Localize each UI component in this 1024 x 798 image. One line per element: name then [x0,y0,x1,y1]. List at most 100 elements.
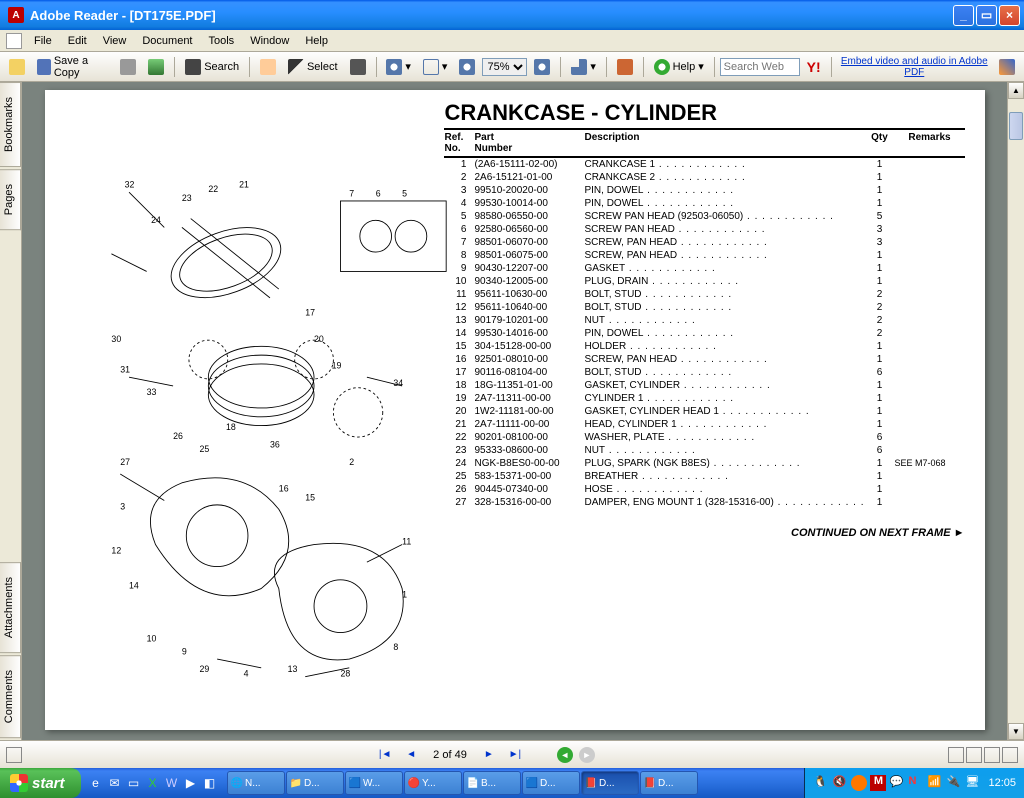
task-button[interactable]: 🌐N... [227,771,285,795]
menu-document[interactable]: Document [134,33,200,49]
rotate-button[interactable]: ▾ [566,56,601,78]
folder-icon [9,59,25,75]
ql-app-icon[interactable]: ◧ [201,772,219,794]
help-button[interactable]: Help▾ [649,56,709,78]
menu-view[interactable]: View [95,33,135,49]
back-button[interactable]: ◄ [557,747,573,763]
table-row: 2395333-08600-00NUT6 [444,444,964,457]
svg-text:4: 4 [243,669,248,679]
help-icon [654,59,670,75]
tab-bookmarks[interactable]: Bookmarks [0,82,21,167]
next-page-button[interactable]: ► [479,746,499,764]
svg-text:5: 5 [402,189,407,199]
prev-page-button[interactable]: ◄ [401,746,421,764]
promo-link[interactable]: Embed video and audio in Adobe PDF [837,56,993,78]
open-button[interactable] [4,56,30,78]
table-row: 22A6-15121-01-00CRANKCASE 21 [444,171,964,184]
task-button[interactable]: 🟦W... [345,771,403,795]
snapshot-button[interactable] [345,56,371,78]
taskbar-tasks: 🌐N...📁D...🟦W...🔴Y...📄B...🟦D...📕D...📕D... [225,771,805,795]
task-button[interactable]: 🟦D... [522,771,580,795]
tray-icon[interactable]: 🔌 [946,775,962,791]
yahoo-button[interactable]: Y! [802,56,826,78]
zoom-select[interactable]: 75% [482,58,527,76]
clock[interactable]: 12:05 [984,777,1016,789]
svg-text:22: 22 [208,184,218,194]
tray-icon[interactable]: 🔇 [832,775,848,791]
email-icon [148,59,164,75]
tray-icon[interactable]: 📶 [927,775,943,791]
ql-ie-icon[interactable]: e [87,772,105,794]
layout-2-icon[interactable] [966,747,982,763]
save-copy-button[interactable]: Save a Copy [32,56,113,78]
promo-icon-button[interactable] [994,56,1020,78]
layout-single-icon[interactable] [6,747,22,763]
vertical-scrollbar[interactable]: ▲ ▼ [1007,82,1024,740]
continued-label: CONTINUED ON NEXT FRAME ► [444,527,964,539]
select-button[interactable]: Select [283,56,343,78]
zoom-plus-button[interactable] [529,56,555,78]
layout-4-icon[interactable] [1002,747,1018,763]
tray-icon[interactable]: 💬 [889,775,905,791]
svg-text:15: 15 [305,492,315,502]
scroll-down-button[interactable]: ▼ [1008,723,1024,740]
tray-icon[interactable]: 🖥 [965,775,981,791]
pdf-page: 3224232221765303117203318193426252736231… [45,90,985,730]
svg-text:10: 10 [146,633,156,643]
tray-icon[interactable]: N [908,775,924,791]
zoom-in-button[interactable]: ▾ [381,56,416,78]
task-button[interactable]: 📁D... [286,771,344,795]
task-button[interactable]: 📕D... [581,771,639,795]
sign-icon [617,59,633,75]
hand-tool-button[interactable] [255,56,281,78]
last-page-button[interactable]: ►| [505,746,525,764]
ql-outlook-icon[interactable]: ✉ [106,772,124,794]
table-row: 598580-06550-00SCREW PAN HEAD (92503-060… [444,210,964,223]
minimize-button[interactable]: _ [953,5,974,26]
menu-edit[interactable]: Edit [60,33,95,49]
menu-help[interactable]: Help [297,33,336,49]
close-button[interactable]: × [999,5,1020,26]
exploded-diagram: 3224232221765303117203318193426252736231… [65,100,435,720]
zoom-out-button[interactable] [454,56,480,78]
svg-text:29: 29 [199,664,209,674]
tray-icon[interactable]: M [870,775,886,791]
menu-file[interactable]: File [26,33,60,49]
svg-text:6: 6 [375,189,380,199]
table-row: 1295611-10640-00BOLT, STUD2 [444,301,964,314]
task-button[interactable]: 📕D... [640,771,698,795]
search-button[interactable]: Search [180,56,244,78]
email-button[interactable] [143,56,169,78]
menu-tools[interactable]: Tools [201,33,243,49]
print-button[interactable] [115,56,141,78]
svg-text:25: 25 [199,444,209,454]
search-web-input[interactable] [720,58,800,76]
ql-word-icon[interactable]: W [163,772,181,794]
ql-excel-icon[interactable]: X [144,772,162,794]
table-row: 2290201-08100-00WASHER, PLATE6 [444,431,964,444]
tab-pages[interactable]: Pages [0,169,21,230]
ql-media-icon[interactable]: ▶ [182,772,200,794]
menu-window[interactable]: Window [242,33,297,49]
start-button[interactable]: start [0,768,81,798]
scroll-thumb[interactable] [1009,112,1023,140]
maximize-button[interactable]: ▭ [976,5,997,26]
layout-1-icon[interactable] [948,747,964,763]
actual-size-button[interactable]: ▾ [418,56,453,78]
task-button[interactable]: 📄B... [463,771,521,795]
sign-button[interactable] [612,56,638,78]
table-row: 1790116-08104-00BOLT, STUD6 [444,366,964,379]
tab-comments[interactable]: Comments [0,655,21,738]
first-page-button[interactable]: |◄ [375,746,395,764]
ql-desktop-icon[interactable]: ▭ [125,772,143,794]
forward-button[interactable]: ► [579,747,595,763]
task-button[interactable]: 🔴Y... [404,771,462,795]
tray-icon[interactable]: 🐧 [813,775,829,791]
layout-3-icon[interactable] [984,747,1000,763]
svg-text:17: 17 [305,307,315,317]
document-area[interactable]: 3224232221765303117203318193426252736231… [22,82,1007,740]
scroll-up-button[interactable]: ▲ [1008,82,1024,99]
tray-icon[interactable] [851,775,867,791]
table-row: 499530-10014-00PIN, DOWEL1 [444,197,964,210]
tab-attachments[interactable]: Attachments [0,562,21,653]
